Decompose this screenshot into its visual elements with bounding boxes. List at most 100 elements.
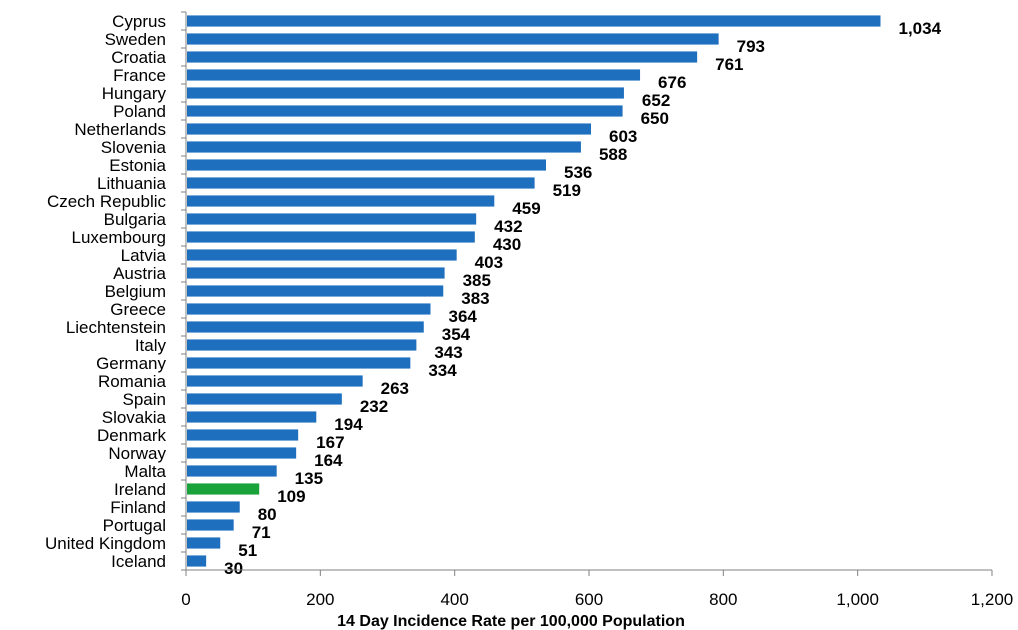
category-label: Czech Republic [47, 192, 167, 211]
bar-czech-republic [187, 195, 495, 207]
axes-group: 0 200 400 600 800 1,000 1,200 [181, 11, 1014, 609]
category-label: Denmark [97, 426, 166, 445]
x-tick-label: 400 [440, 590, 468, 609]
value-label: 71 [252, 523, 271, 542]
bar-austria [187, 267, 445, 279]
category-label: Poland [113, 102, 166, 121]
category-label: Sweden [105, 30, 166, 49]
bar-hungary [187, 87, 624, 99]
category-label: Hungary [102, 84, 167, 103]
category-label: Portugal [103, 516, 166, 535]
value-label: 80 [258, 505, 277, 524]
x-tick-label: 800 [709, 590, 737, 609]
bar-netherlands [187, 123, 592, 135]
bar-finland [187, 501, 240, 513]
bar-estonia [187, 159, 547, 171]
bar-france [187, 69, 641, 81]
bar-latvia [187, 249, 457, 261]
value-label: 403 [475, 253, 503, 272]
value-label: 354 [442, 325, 471, 344]
value-label: 432 [494, 217, 522, 236]
value-label: 164 [314, 451, 343, 470]
category-label: Croatia [111, 48, 166, 67]
category-label: Estonia [109, 156, 166, 175]
bar-iceland [187, 555, 207, 567]
value-label: 383 [461, 289, 489, 308]
value-label: 603 [609, 127, 637, 146]
bar-romania [187, 375, 363, 387]
x-axis-title: 14 Day Incidence Rate per 100,000 Popula… [337, 613, 685, 630]
category-label: France [113, 66, 166, 85]
category-label: Lithuania [97, 174, 167, 193]
value-label: 385 [463, 271, 491, 290]
value-label: 109 [277, 487, 305, 506]
category-label: Slovenia [101, 138, 167, 157]
category-label: Finland [110, 498, 166, 517]
bar-italy [187, 339, 417, 351]
bar-slovenia [187, 141, 581, 153]
value-label: 430 [493, 235, 521, 254]
category-labels: CyprusSwedenCroatiaFranceHungaryPolandNe… [45, 12, 167, 571]
value-label: 676 [658, 73, 686, 92]
bar-croatia [187, 51, 698, 63]
value-label: 1,034 [899, 19, 942, 38]
category-label: Greece [110, 300, 166, 319]
category-label: Iceland [111, 552, 166, 571]
value-label: 194 [334, 415, 363, 434]
value-label: 343 [434, 343, 462, 362]
value-label: 135 [295, 469, 323, 488]
value-label: 459 [512, 199, 540, 218]
bar-bulgaria [187, 213, 477, 225]
category-label: Netherlands [74, 120, 166, 139]
bar-germany [187, 357, 411, 369]
value-label: 652 [642, 91, 670, 110]
category-label: Luxembourg [71, 228, 166, 247]
value-label: 536 [564, 163, 592, 182]
bar-sweden [187, 33, 719, 45]
bar-spain [187, 393, 342, 405]
bar-luxembourg [187, 231, 475, 243]
bar-denmark [187, 429, 299, 441]
bar-malta [187, 465, 277, 477]
bar-portugal [187, 519, 234, 531]
value-label: 761 [715, 55, 743, 74]
value-label: 793 [737, 37, 765, 56]
value-label: 334 [428, 361, 457, 380]
category-label: Latvia [121, 246, 167, 265]
category-label: Liechtenstein [66, 318, 166, 337]
x-tick-label: 0 [181, 590, 190, 609]
category-label: Norway [108, 444, 166, 463]
x-tick-label: 600 [575, 590, 603, 609]
category-label: Cyprus [112, 12, 166, 31]
x-tick-label: 200 [306, 590, 334, 609]
value-label: 167 [316, 433, 344, 452]
bar-united-kingdom [187, 537, 221, 549]
category-label: United Kingdom [45, 534, 166, 553]
category-label: Romania [98, 372, 167, 391]
value-label: 30 [224, 559, 243, 578]
bar-lithuania [187, 177, 535, 189]
bar-poland [187, 105, 623, 117]
bar-cyprus [187, 15, 881, 27]
x-tick-label: 1,200 [971, 590, 1014, 609]
bar-ireland [187, 483, 260, 495]
value-label: 519 [553, 181, 581, 200]
value-label: 364 [448, 307, 477, 326]
value-label: 263 [381, 379, 409, 398]
category-label: Ireland [114, 480, 166, 499]
category-label: Italy [135, 336, 167, 355]
category-label: Bulgaria [104, 210, 167, 229]
category-label: Germany [96, 354, 166, 373]
bar-belgium [187, 285, 444, 297]
bar-norway [187, 447, 297, 459]
bar-liechtenstein [187, 321, 424, 333]
value-label: 232 [360, 397, 388, 416]
bar-slovakia [187, 411, 317, 423]
category-label: Belgium [105, 282, 166, 301]
x-tick-label: 1,000 [836, 590, 879, 609]
value-label: 51 [238, 541, 257, 560]
value-label: 588 [599, 145, 627, 164]
bar-greece [187, 303, 431, 315]
